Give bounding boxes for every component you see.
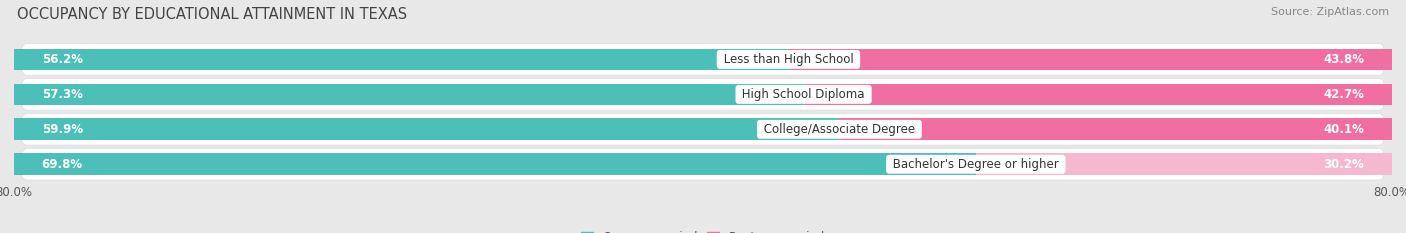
FancyBboxPatch shape [21, 149, 1385, 180]
Text: 56.2%: 56.2% [42, 53, 83, 66]
Text: Source: ZipAtlas.com: Source: ZipAtlas.com [1271, 7, 1389, 17]
Legend: Owner-occupied, Renter-occupied: Owner-occupied, Renter-occupied [576, 226, 830, 233]
FancyBboxPatch shape [21, 79, 1385, 110]
Text: College/Associate Degree: College/Associate Degree [761, 123, 920, 136]
Bar [14, 49, 789, 70]
Text: High School Diploma: High School Diploma [738, 88, 869, 101]
Bar [976, 154, 1392, 175]
FancyBboxPatch shape [21, 44, 1385, 75]
Text: 40.1%: 40.1% [1323, 123, 1364, 136]
Text: Bachelor's Degree or higher: Bachelor's Degree or higher [889, 158, 1063, 171]
Text: 42.7%: 42.7% [1323, 88, 1364, 101]
Text: 43.8%: 43.8% [1323, 53, 1364, 66]
Text: 69.8%: 69.8% [42, 158, 83, 171]
Bar [14, 154, 976, 175]
Bar [804, 84, 1392, 105]
Bar [789, 49, 1392, 70]
Bar [14, 84, 804, 105]
Bar [839, 118, 1392, 140]
Bar [14, 118, 839, 140]
Text: OCCUPANCY BY EDUCATIONAL ATTAINMENT IN TEXAS: OCCUPANCY BY EDUCATIONAL ATTAINMENT IN T… [17, 7, 406, 22]
Text: 30.2%: 30.2% [1323, 158, 1364, 171]
Text: 59.9%: 59.9% [42, 123, 83, 136]
Text: Less than High School: Less than High School [720, 53, 858, 66]
FancyBboxPatch shape [21, 114, 1385, 145]
Text: 57.3%: 57.3% [42, 88, 83, 101]
